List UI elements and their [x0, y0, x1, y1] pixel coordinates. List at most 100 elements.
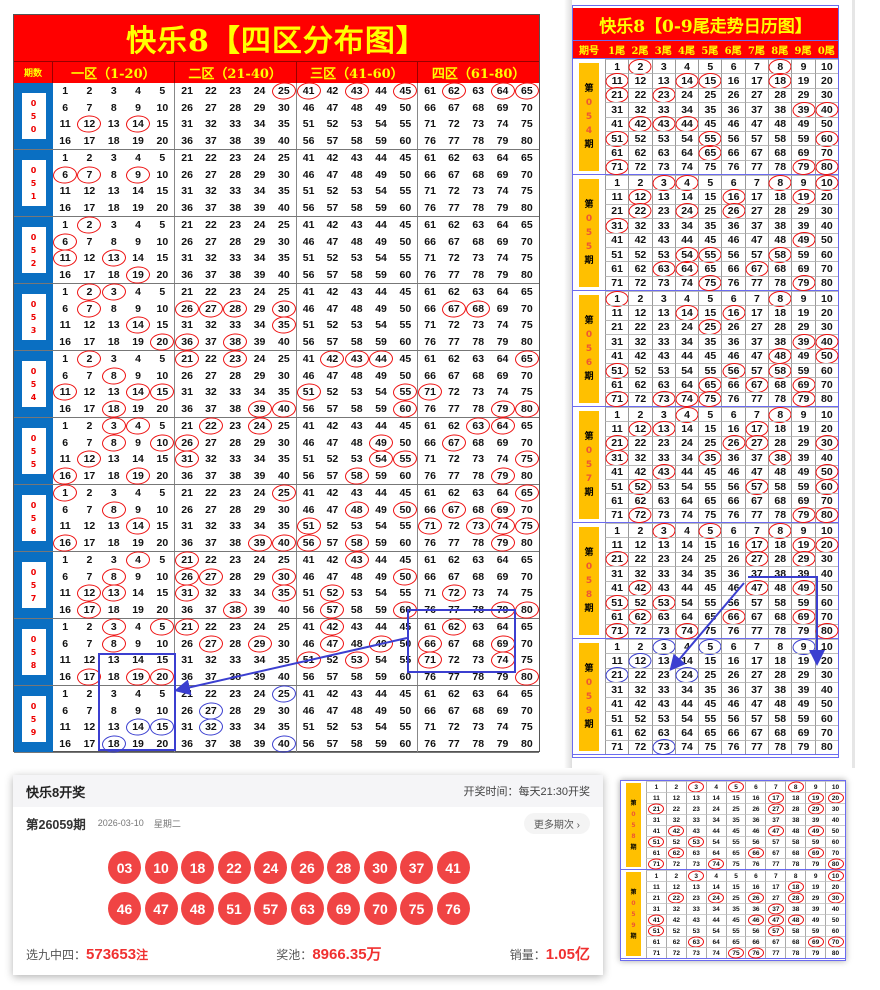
number-cell: 17 — [83, 268, 96, 281]
number-cell: 74 — [496, 118, 509, 131]
number-cell: 52 — [326, 453, 339, 466]
number-cell: 51 — [605, 710, 629, 726]
number-cell: 47 — [320, 636, 344, 653]
number-cell: 51 — [295, 317, 320, 334]
number-cell: 16 — [721, 189, 745, 204]
number-cell: 25 — [272, 485, 296, 502]
number-cell: 47 — [744, 232, 769, 247]
number-cell: 70 — [825, 936, 845, 947]
number-cell: 68 — [472, 369, 485, 382]
number-cell: 37 — [205, 737, 217, 750]
number-cell: 18 — [107, 134, 120, 147]
number-cell: 68 — [768, 261, 792, 276]
number-cell: 77 — [448, 536, 460, 549]
number-cell: 50 — [399, 436, 412, 449]
number-cell: 62 — [628, 261, 652, 276]
number-cell: 14 — [674, 305, 699, 320]
number-cell: 74 — [705, 858, 726, 869]
number-cell: 36 — [721, 450, 745, 465]
number-cell: 8 — [768, 523, 792, 538]
number-cell: 22 — [205, 554, 217, 567]
number-cell: 9 — [135, 637, 141, 650]
number-cell: 59 — [375, 402, 387, 415]
number-cell: 41 — [646, 825, 666, 836]
number-cell: 59 — [791, 710, 815, 726]
number-cell: 23 — [229, 688, 242, 701]
number-cell: 40 — [814, 218, 838, 233]
number-cell: 30 — [825, 803, 845, 814]
number-cell: 35 — [698, 450, 722, 465]
number-cell: 38 — [229, 737, 242, 750]
number-cell: 36 — [174, 333, 198, 350]
number-cell: 77 — [765, 858, 786, 869]
number-cell: 24 — [253, 487, 266, 500]
number-cell: 20 — [156, 536, 169, 549]
number-cell: 15 — [698, 537, 722, 552]
number-cell: 4 — [705, 870, 726, 881]
number-cell: 36 — [174, 601, 198, 618]
number-cell: 26 — [174, 300, 198, 317]
number-cell: 36 — [721, 102, 745, 117]
number-cell: 64 — [496, 152, 509, 165]
number-cell: 52 — [665, 925, 686, 936]
number-cell: 26 — [721, 435, 745, 451]
number-cell: 34 — [253, 118, 266, 131]
number-cell: 67 — [744, 725, 769, 740]
number-cell: 38 — [229, 536, 242, 549]
number-cell: 30 — [814, 551, 838, 567]
number-cell: 53 — [350, 185, 363, 198]
number-ball: 03 — [108, 851, 141, 884]
number-cell: 22 — [205, 353, 217, 366]
number-cell: 52 — [628, 130, 652, 146]
number-cell: 22 — [199, 418, 223, 435]
number-cell: 49 — [375, 704, 387, 717]
number-cell: 31 — [174, 250, 198, 267]
number-cell: 80 — [520, 268, 533, 281]
number-cell: 70 — [814, 377, 838, 392]
number-cell: 31 — [605, 682, 629, 697]
number-cell: 30 — [814, 319, 838, 335]
more-periods-button[interactable]: 更多期次 › — [523, 812, 590, 834]
number-cell: 63 — [651, 145, 675, 160]
number-cell: 47 — [765, 914, 786, 925]
number-cell: 1 — [62, 688, 69, 701]
period-row: 第 0 5 9 期 1 2 3 4 5 6 7 8 9 10 11 12 13 14 15 16 17 18 19 20 21 22… — [573, 639, 838, 755]
number-cell: 11 — [605, 537, 629, 552]
number-cell: 56 — [295, 534, 320, 551]
number-cell: 17 — [744, 421, 769, 436]
number-cell: 47 — [744, 116, 769, 131]
number-cell: 68 — [472, 637, 485, 650]
number-cell: 68 — [768, 145, 792, 160]
number-grid: 1 2 3 4 5 21 22 23 24 25 41 42 43 44 45 61 62 63 64 65 6 7 8 9 1… — [53, 418, 539, 484]
number-cell: 41 — [605, 464, 629, 479]
zone-header: 三区（41-60） — [297, 62, 419, 83]
number-cell: 32 — [205, 185, 217, 198]
number-cell: 31 — [174, 451, 198, 468]
number-cell: 8 — [102, 435, 126, 452]
number-cell: 41 — [295, 552, 320, 569]
number-cell: 45 — [399, 487, 412, 500]
number-cell: 75 — [520, 319, 533, 332]
pick9-label: 选九中四： — [26, 948, 87, 962]
number-cell: 16 — [59, 670, 71, 683]
number-cell: 5 — [159, 85, 166, 98]
number-cell: 62 — [448, 487, 460, 500]
number-cell: 76 — [417, 132, 441, 149]
number-cell: 60 — [814, 362, 838, 378]
number-cell: 17 — [744, 653, 769, 668]
number-cell: 39 — [805, 814, 826, 825]
number-cell: 5 — [159, 554, 166, 567]
number-cell: 76 — [417, 735, 441, 752]
number-cell: 56 — [295, 132, 320, 149]
number-cell: 21 — [646, 803, 666, 814]
number-cell: 16 — [721, 421, 745, 436]
number-cell: 61 — [605, 145, 629, 160]
number-ball: 47 — [144, 892, 178, 925]
number-cell: 53 — [651, 130, 675, 146]
number-cell: 41 — [295, 418, 320, 435]
number-cell: 42 — [628, 232, 652, 247]
number-cell: 1 — [605, 523, 629, 538]
number-cell: 26 — [174, 568, 198, 585]
number-cell: 72 — [442, 585, 466, 602]
number-cell: 50 — [814, 116, 838, 131]
